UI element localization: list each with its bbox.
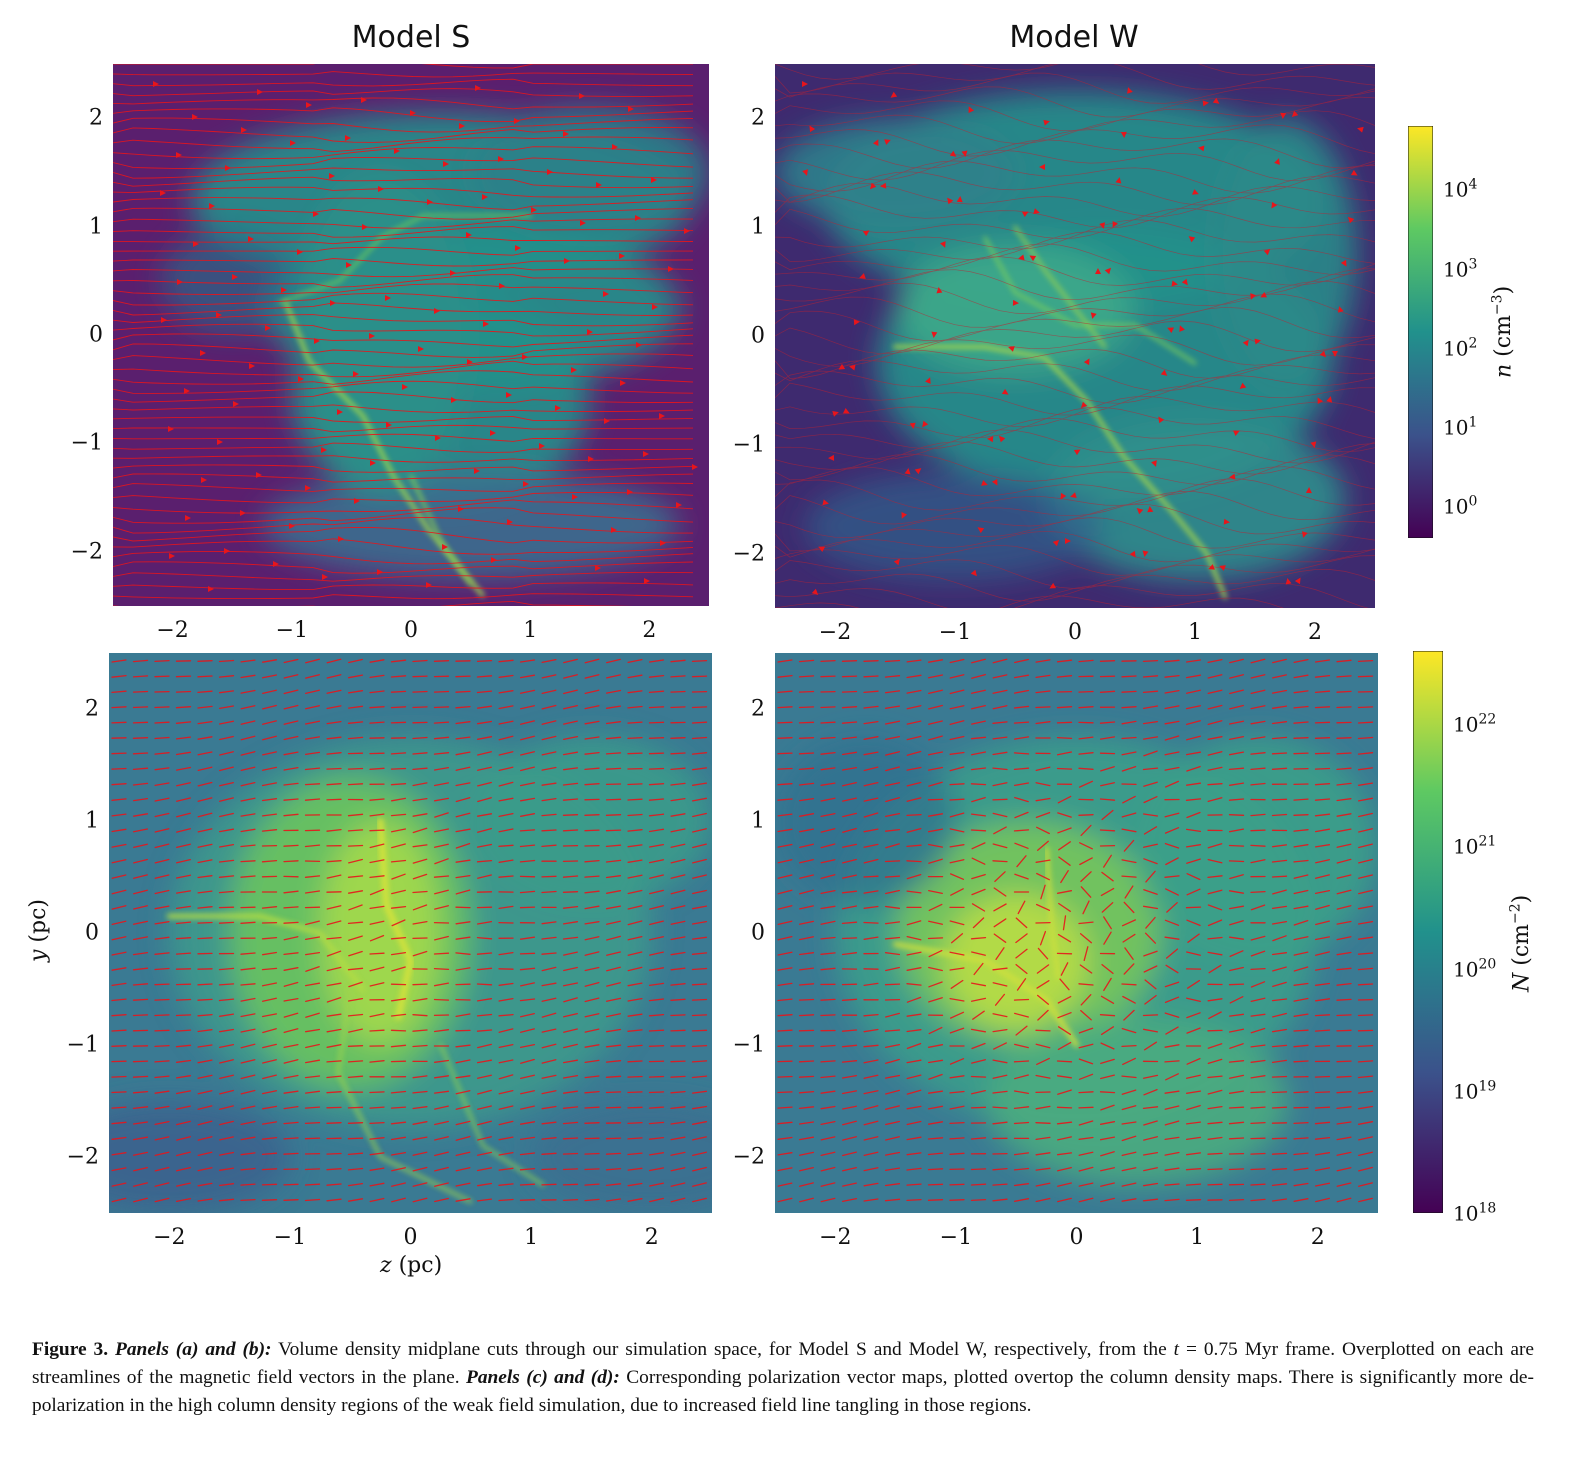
colorbar-tick-label: 103 xyxy=(1443,256,1478,281)
x-tick-label-d: 1 xyxy=(1190,1225,1205,1250)
caption-text-2: = 0.75 Myr frame. Overplotted on each ar… xyxy=(32,1339,1535,1388)
x-tick-label-b: −2 xyxy=(818,620,852,645)
panel-b-volume-density-model-w xyxy=(775,64,1375,608)
x-tick-label-c: 1 xyxy=(524,1225,539,1250)
colorbar-tick-label: 102 xyxy=(1443,335,1478,361)
y-tick-label-b: 0 xyxy=(751,323,765,349)
caption-text-3: Corresponding polarization vector maps, … xyxy=(32,1367,1534,1416)
x-tick-label-a: 0 xyxy=(404,618,418,643)
x-tick-label-c: 0 xyxy=(403,1225,418,1250)
x-tick-label-a: −1 xyxy=(275,618,309,643)
y-tick-label-a: −2 xyxy=(70,539,103,565)
x-tick-label-a: 1 xyxy=(523,618,538,643)
y-tick-label-a: 2 xyxy=(89,105,103,131)
colorbar-volume-density xyxy=(1408,126,1433,538)
y-tick-label-d: 0 xyxy=(751,920,765,946)
x-axis-label: z (pc) xyxy=(380,1253,443,1278)
colorbar-tick-label: 101 xyxy=(1443,414,1478,440)
y-tick-label-b: 1 xyxy=(751,214,765,240)
colorbar-bottom-label: N (cm−2) xyxy=(1508,894,1535,992)
x-tick-label-d: 0 xyxy=(1069,1225,1084,1250)
x-tick-label-a: 2 xyxy=(642,618,657,643)
x-tick-label-d: −1 xyxy=(939,1225,973,1250)
x-tick-label-b: −1 xyxy=(938,620,972,645)
y-tick-label-c: 1 xyxy=(85,808,99,834)
caption-panels-ab: Panels (a) and (b): xyxy=(108,1339,272,1360)
colorbar-tick-label: 1020 xyxy=(1453,956,1497,981)
caption-text-1: Volume density midplane cuts through our… xyxy=(271,1339,1174,1360)
x-tick-label-d: −2 xyxy=(819,1225,852,1250)
colorbar-tick-label: 104 xyxy=(1443,177,1478,202)
y-tick-label-b: −2 xyxy=(732,541,765,567)
y-tick-label-a: 1 xyxy=(89,214,103,240)
x-tick-label-c: −1 xyxy=(273,1225,307,1250)
x-tick-label-d: 2 xyxy=(1310,1225,1325,1250)
x-tick-label-a: −2 xyxy=(156,618,189,643)
y-axis-label: y (pc) xyxy=(26,898,51,962)
panel-title-model-w: Model W xyxy=(1009,20,1139,55)
x-tick-label-c: −2 xyxy=(153,1225,186,1250)
y-tick-label-d: −2 xyxy=(732,1144,765,1170)
y-tick-label-a: −1 xyxy=(70,430,103,456)
colorbar-top-label: n (cm−3) xyxy=(1490,285,1517,378)
colorbar-column-density xyxy=(1413,651,1443,1213)
colorbar-tick-label: 1019 xyxy=(1453,1078,1497,1104)
y-tick-label-b: −1 xyxy=(732,432,765,458)
panel-d-polarization-model-w xyxy=(775,653,1378,1213)
x-tick-label-b: 1 xyxy=(1188,620,1202,645)
y-tick-label-b: 2 xyxy=(751,105,765,131)
y-tick-label-d: 2 xyxy=(751,696,765,722)
y-tick-label-c: 0 xyxy=(85,920,99,946)
y-tick-label-a: 0 xyxy=(89,322,103,348)
caption-time-var: t xyxy=(1173,1339,1180,1360)
y-tick-label-d: −1 xyxy=(732,1032,765,1058)
y-tick-label-c: −1 xyxy=(66,1032,99,1058)
colorbar-tick-label: 1022 xyxy=(1453,711,1497,737)
colorbar-tick-label: 1018 xyxy=(1453,1200,1497,1226)
panel-a-volume-density-model-s xyxy=(113,64,709,606)
figure-caption: Figure 3. Panels (a) and (b): Volume den… xyxy=(32,1336,1534,1420)
colorbar-tick-label: 100 xyxy=(1443,493,1478,519)
x-tick-label-b: 2 xyxy=(1308,620,1322,645)
x-tick-label-b: 0 xyxy=(1068,620,1082,645)
caption-panels-cd: Panels (c) and (d): xyxy=(465,1367,620,1388)
colorbar-tick-label: 1021 xyxy=(1453,834,1497,859)
y-tick-label-d: 1 xyxy=(751,808,765,834)
y-tick-label-c: −2 xyxy=(66,1144,99,1170)
caption-figure-number: Figure 3. xyxy=(32,1339,109,1360)
panel-title-model-s: Model S xyxy=(351,20,471,55)
panel-c-polarization-model-s xyxy=(109,653,712,1213)
x-tick-label-c: 2 xyxy=(644,1225,659,1250)
y-tick-label-c: 2 xyxy=(85,696,99,722)
